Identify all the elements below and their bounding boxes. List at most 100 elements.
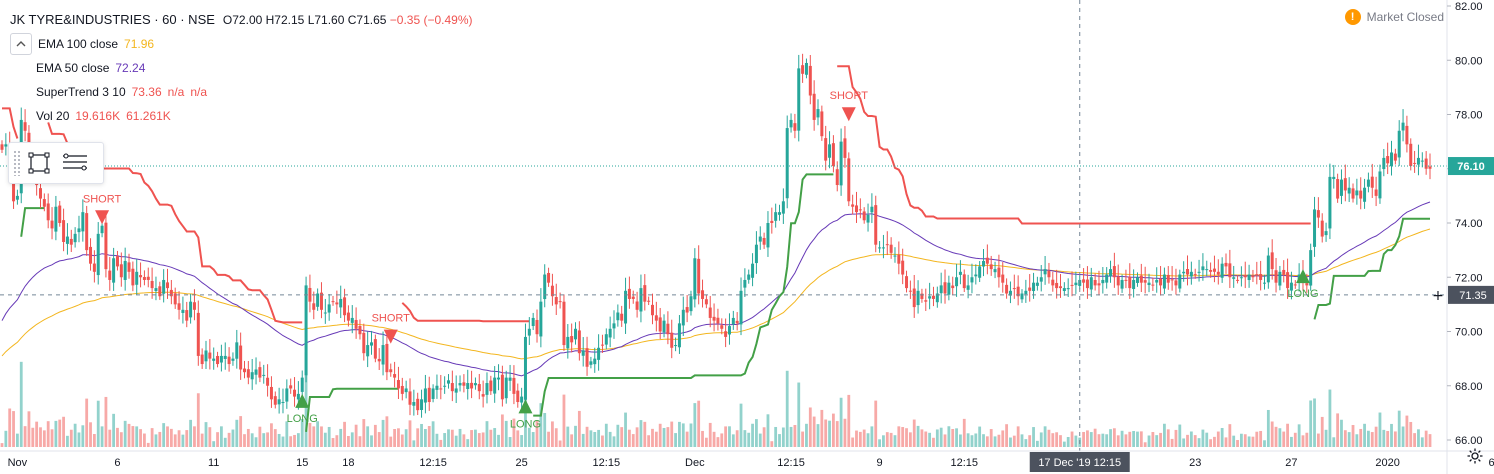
volume-bar — [658, 423, 662, 447]
indicator-supertrend[interactable]: SuperTrend 3 10 73.36 n/a n/a — [10, 80, 473, 104]
volume-bar — [377, 432, 381, 447]
indicator-ema100[interactable]: EMA 100 close 71.96 — [10, 32, 473, 56]
supertrend-line — [401, 302, 530, 323]
candle-body — [431, 388, 435, 399]
volume-bar — [670, 421, 674, 447]
candle-body — [1324, 231, 1328, 236]
candle-body — [162, 279, 166, 294]
candle-body — [46, 203, 50, 221]
volume-bar — [1174, 429, 1178, 447]
candle-body — [731, 317, 735, 325]
volume-bar — [1170, 438, 1174, 447]
y-tick-label: 72.00 — [1455, 272, 1483, 284]
candle-body — [720, 325, 724, 329]
candle-body — [196, 312, 200, 356]
volume-bar — [793, 425, 797, 447]
candle-body — [1220, 263, 1224, 278]
volume-bar — [712, 431, 716, 447]
volume-bar — [477, 433, 481, 447]
volume-bar — [558, 440, 562, 447]
candle-body — [1093, 279, 1097, 286]
candle-body — [15, 195, 19, 200]
floating-drawing-toolbar[interactable] — [8, 142, 104, 184]
candle-body — [370, 342, 374, 346]
volume-bar — [531, 432, 535, 447]
candle-body — [308, 287, 312, 302]
long-signal-arrow — [295, 393, 310, 408]
volume-bar — [1286, 423, 1289, 447]
candle-body — [493, 377, 497, 394]
short-signal-label: SHORT — [372, 313, 411, 325]
candle-body — [778, 212, 782, 215]
line-style-button[interactable] — [57, 145, 93, 181]
volume-bar — [85, 398, 89, 447]
candle-body — [816, 109, 820, 118]
indicator-ema50[interactable]: EMA 50 close 72.24 — [10, 56, 473, 80]
candle-body — [266, 377, 270, 386]
rectangle-icon — [28, 152, 50, 174]
candle-body — [820, 111, 824, 137]
volume-bar — [1239, 433, 1243, 447]
volume-bar — [1386, 431, 1390, 447]
candle-body — [223, 355, 227, 359]
candle-body — [262, 374, 266, 376]
candle-body — [1028, 287, 1032, 291]
candle-body — [1255, 274, 1259, 276]
candle-body — [531, 317, 535, 327]
volume-bar — [1243, 434, 1247, 447]
volume-bar — [273, 429, 277, 447]
volume-bar — [1066, 437, 1070, 447]
volume-bar — [1417, 429, 1420, 447]
collapse-legend-button[interactable] — [10, 33, 32, 55]
volume-bar — [951, 429, 955, 447]
candle-body — [69, 238, 73, 245]
chart-settings-button[interactable] — [1466, 447, 1484, 470]
x-tick-label: 6 — [1489, 457, 1494, 469]
candle-body — [774, 212, 778, 221]
candle-body — [1008, 290, 1012, 296]
candle-body — [323, 312, 327, 314]
volume-bar — [547, 431, 550, 447]
volume-bar — [1424, 430, 1428, 447]
volume-bar — [647, 435, 651, 447]
volume-bar — [1316, 433, 1320, 447]
volume-bar — [993, 436, 997, 447]
market-status[interactable]: ! Market Closed — [1344, 9, 1444, 25]
candle-body — [858, 209, 862, 211]
volume-bar — [1163, 423, 1166, 447]
volume-bar — [435, 433, 439, 447]
candle-body — [666, 323, 670, 335]
volume-bar — [181, 434, 185, 447]
volume-bar — [893, 435, 897, 447]
volume-bar — [431, 421, 435, 447]
candle-body — [670, 332, 674, 348]
indicator-volume[interactable]: Vol 20 19.616K 61.261K — [10, 104, 473, 128]
volume-bar — [751, 423, 754, 447]
candle-body — [1366, 179, 1370, 187]
volume-bar — [1093, 428, 1097, 447]
volume-bar — [27, 411, 31, 447]
rectangle-tool-button[interactable] — [21, 145, 57, 181]
candle-body — [704, 299, 708, 305]
candle-body — [12, 174, 16, 202]
volume-bar — [924, 431, 928, 447]
volume-bar — [408, 420, 412, 447]
volume-bar — [728, 426, 731, 447]
candle-body — [931, 295, 935, 299]
volume-bar — [1020, 434, 1024, 447]
candle-body — [50, 220, 54, 229]
y-tick-label: 82.00 — [1455, 1, 1483, 13]
candle-body — [1116, 276, 1120, 286]
volume-bar — [1320, 416, 1324, 447]
candle-body — [412, 402, 416, 406]
candle-body — [1189, 271, 1193, 277]
indicator-value: n/a — [167, 85, 185, 99]
volume-bar — [1124, 434, 1128, 447]
drag-handle[interactable] — [13, 150, 21, 176]
candle-body — [1159, 278, 1163, 286]
candle-body — [166, 282, 170, 289]
candle-body — [881, 247, 885, 249]
volume-bar — [281, 436, 285, 447]
symbol-title[interactable]: JK TYRE&INDUSTRIES · 60 · NSE — [10, 12, 215, 27]
candle-body — [54, 206, 58, 232]
